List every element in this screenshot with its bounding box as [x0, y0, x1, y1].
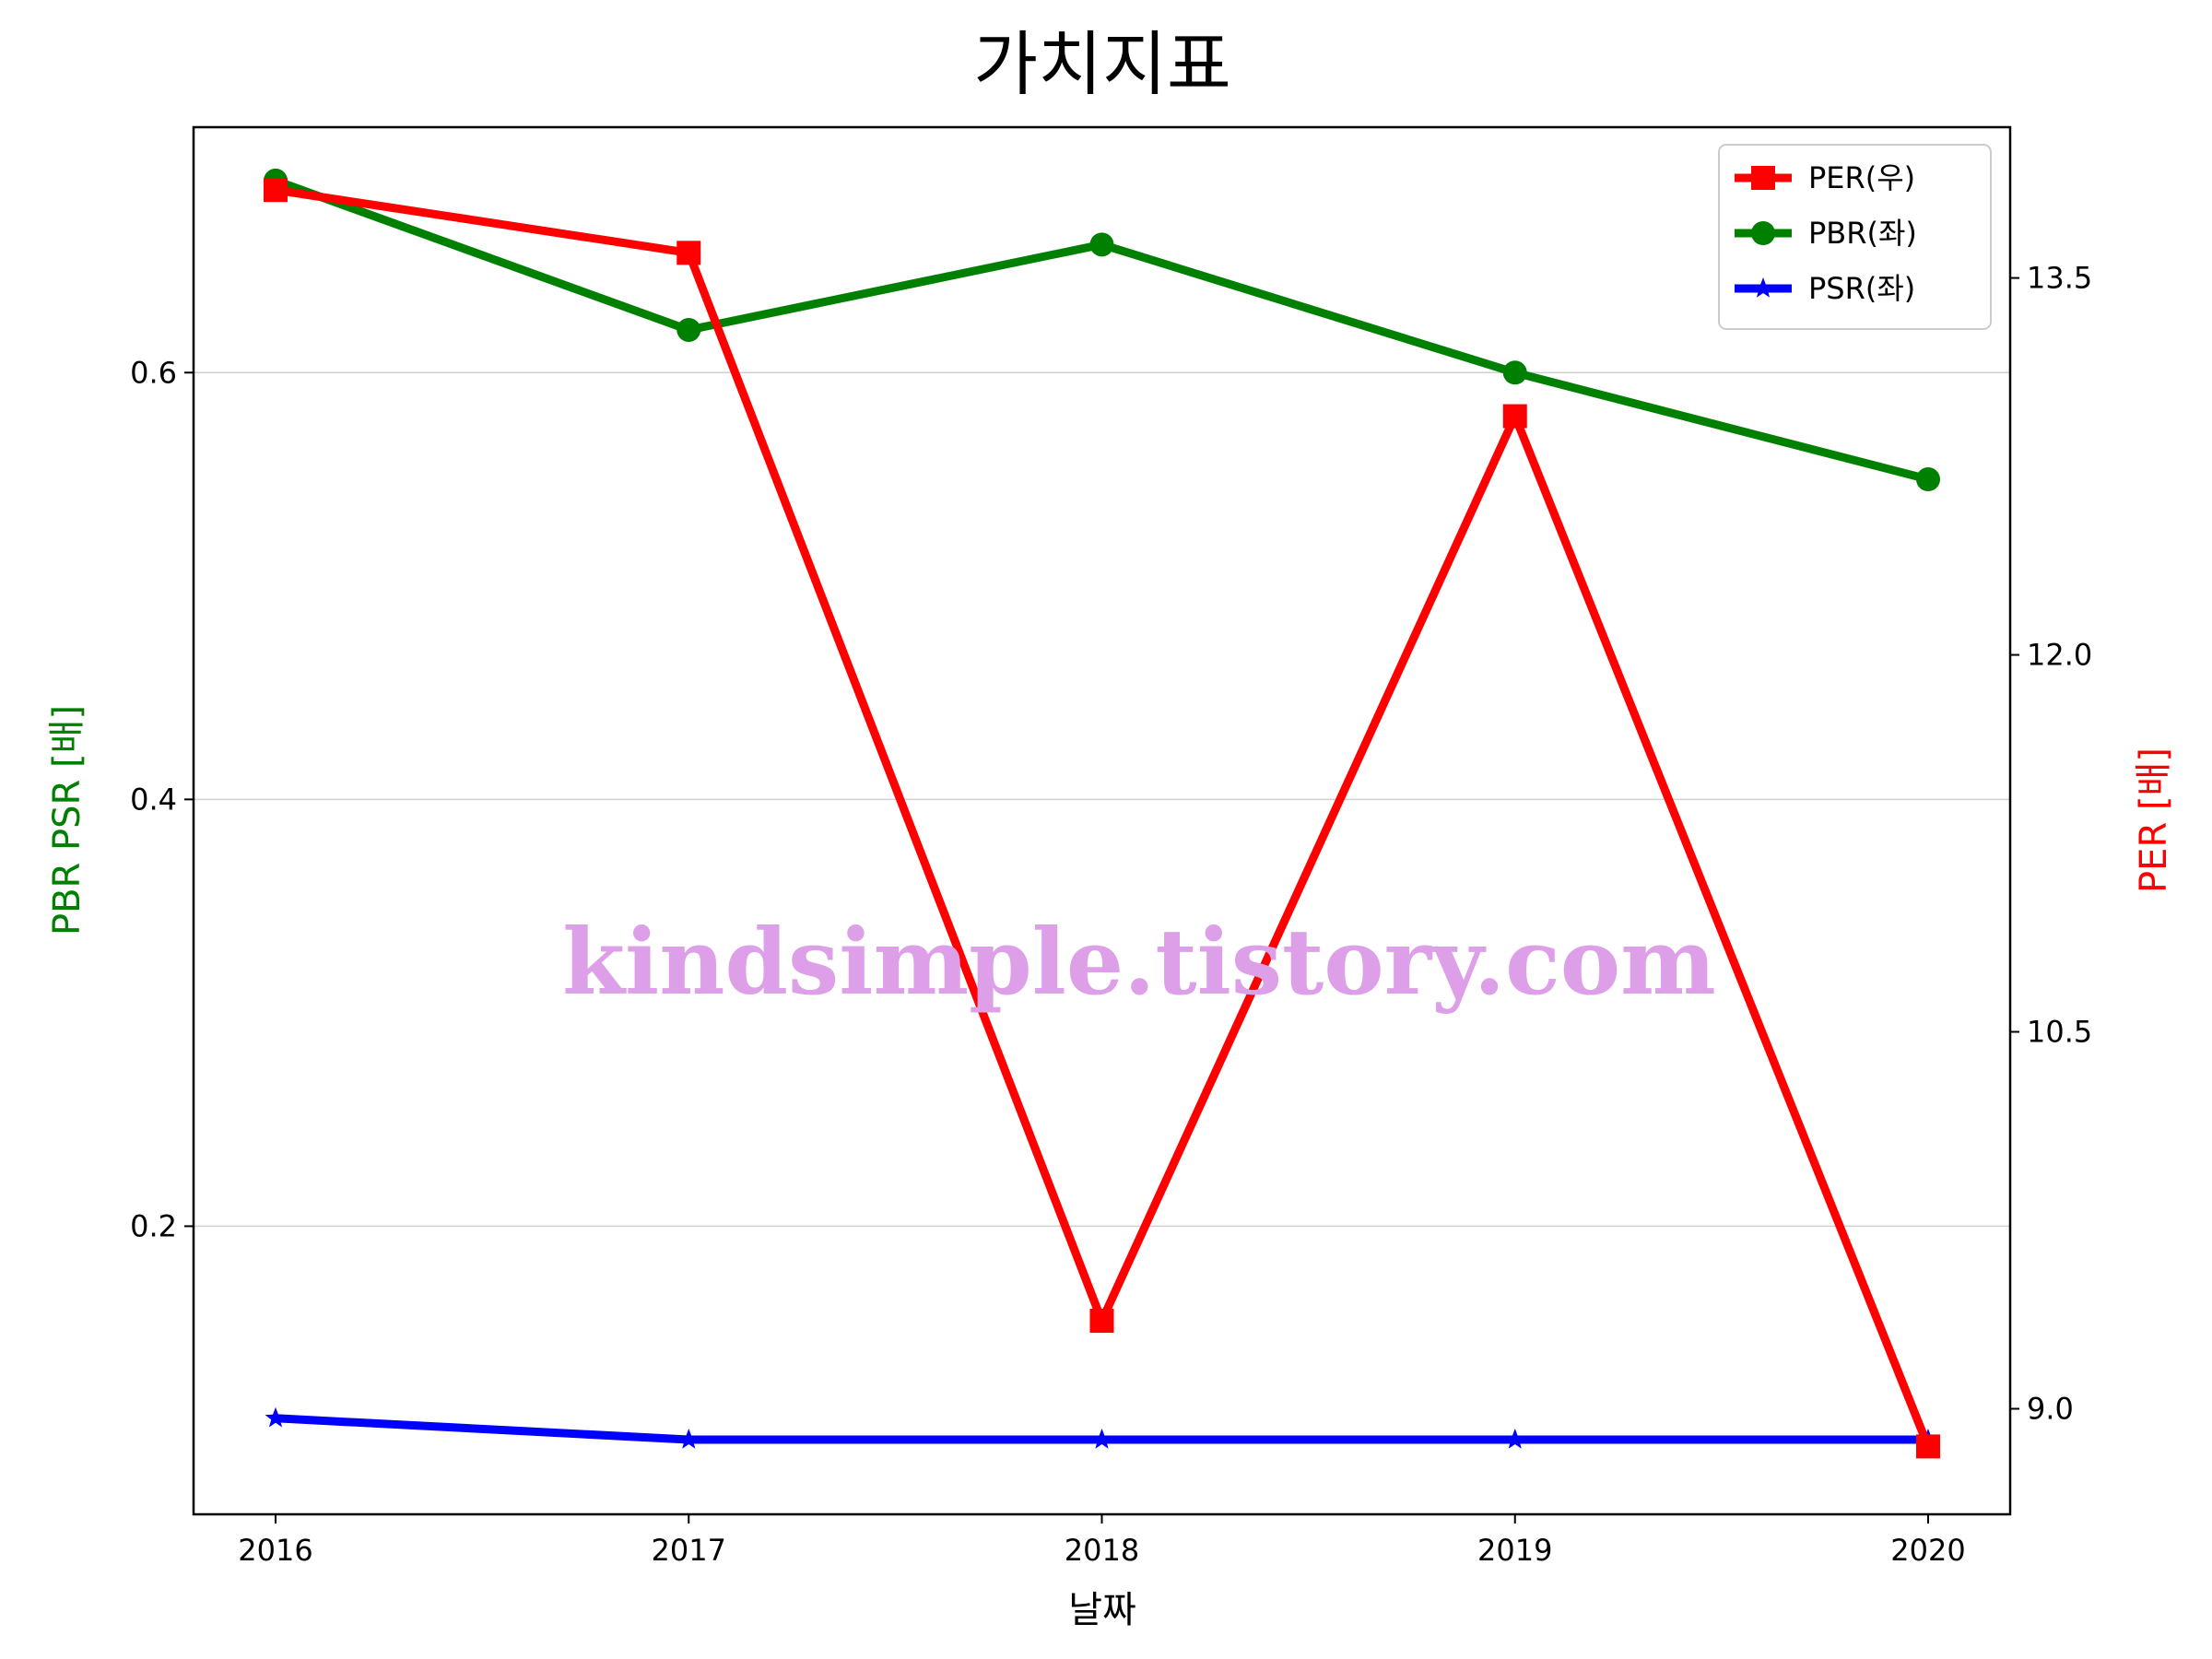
watermark-text: kindsimple.tistory.com: [562, 910, 1716, 1016]
y-left-tick-label: 0.6: [130, 355, 177, 390]
plot-area-frame: [192, 125, 2012, 1516]
data-point: [1502, 360, 1527, 385]
data-point: [677, 241, 701, 265]
x-tick-label: 2018: [1065, 1533, 1139, 1568]
y-right-tick-label: 12.0: [2027, 638, 2092, 673]
y-right-tick-label: 13.5: [2027, 261, 2092, 296]
series-pbr: [264, 168, 1940, 492]
data-point: [1916, 467, 1940, 492]
y-right-tick-label: 10.5: [2027, 1015, 2092, 1050]
x-tick-label: 2016: [238, 1533, 312, 1568]
x-axis-title: 날짜: [1068, 1589, 1136, 1631]
x-tick-label: 2019: [1477, 1533, 1552, 1568]
data-point: [677, 1429, 700, 1449]
legend: PER(우) PBR(좌) PSR(좌): [1718, 144, 1992, 330]
y-right-tick-label: 9.0: [2027, 1391, 2074, 1426]
y-left-tick-label: 0.4: [130, 782, 177, 817]
grid-lines: [194, 371, 2010, 1228]
legend-item: PSR(좌): [1735, 271, 1915, 306]
legend-item: PBR(좌): [1735, 216, 1917, 251]
series-line: [275, 185, 1933, 1449]
legend-marker: [1751, 221, 1775, 245]
y-axis-right-title: PER [배]: [2133, 747, 2175, 893]
data-point: [265, 1406, 287, 1428]
tick-layer: 0.2 0.4 0.6 9.0 10.5 12.0 13.5 2016 2017 2018 2019…: [130, 261, 2092, 1568]
legend-item: PER(우): [1735, 160, 1915, 195]
legend-box: [1718, 144, 1992, 330]
y-left-tick-label: 0.2: [130, 1208, 177, 1243]
legend-label: PER(우): [1808, 160, 1915, 195]
data-point: [1089, 1309, 1114, 1334]
x-tick-label: 2017: [652, 1533, 726, 1568]
legend-label: PBR(좌): [1808, 216, 1917, 251]
data-point: [1089, 232, 1114, 257]
data-point: [264, 178, 288, 203]
chart-title: 가치지표: [973, 23, 1231, 105]
data-point: [1504, 1429, 1526, 1449]
series-layer: [264, 168, 1940, 1459]
series-per: [264, 178, 1940, 1459]
y-axis-left-title: PBR PSR [배]: [46, 705, 88, 935]
data-point: [1502, 404, 1527, 429]
data-point: [677, 317, 701, 342]
legend-marker: [1752, 277, 1774, 298]
legend-label: PSR(좌): [1808, 271, 1915, 306]
series-psr: [265, 1406, 1939, 1449]
x-tick-label: 2020: [1890, 1533, 1965, 1568]
data-point: [1091, 1429, 1112, 1449]
data-point: [1916, 1434, 1940, 1459]
legend-marker: [1751, 166, 1775, 190]
